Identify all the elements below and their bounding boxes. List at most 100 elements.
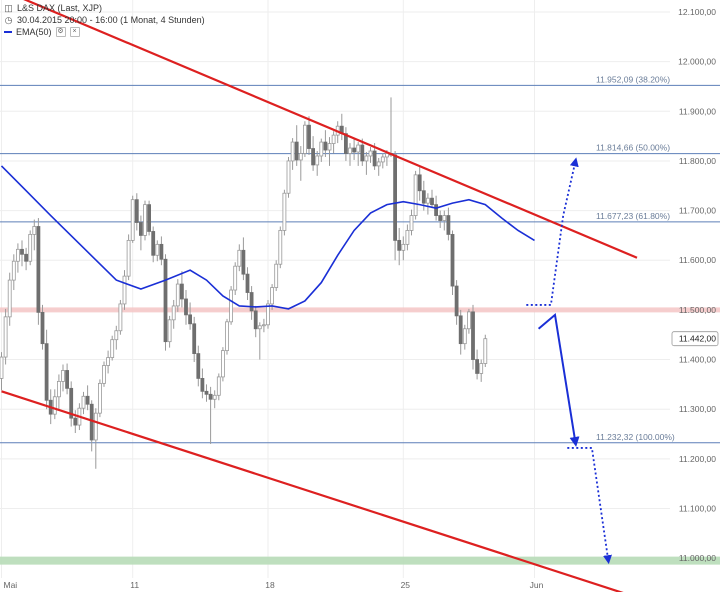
candle-up <box>106 357 110 366</box>
candle-up <box>413 174 418 216</box>
legend-title-row: ◫ L&S DAX (Last, XJP) <box>4 2 205 14</box>
candle-up <box>479 363 484 374</box>
candle-up <box>425 197 430 204</box>
candle-up <box>175 283 180 307</box>
candle-up <box>302 124 307 154</box>
y-tick-label: 11.500,00 <box>679 305 716 315</box>
ema-remove-icon[interactable]: × <box>69 27 80 37</box>
candle-up <box>405 230 410 245</box>
candle-up <box>122 275 127 305</box>
x-tick-label: 11 <box>130 580 139 590</box>
candle-down <box>44 343 49 401</box>
candle-up <box>220 350 225 378</box>
candle-up <box>28 234 33 262</box>
candle-down <box>24 253 29 262</box>
candle-down <box>196 353 201 379</box>
candle-down <box>208 393 213 400</box>
ema-50-line <box>0 165 535 310</box>
x-tick-label: Mai <box>4 580 18 590</box>
candle-up <box>61 370 65 382</box>
ema-settings-icon[interactable]: ⚙ <box>55 27 66 37</box>
candle-up <box>327 143 332 151</box>
candle-down <box>450 234 455 287</box>
candle-down <box>134 199 139 223</box>
candle-down <box>20 248 24 255</box>
candle-down <box>40 311 45 345</box>
y-tick-label: 11.300,00 <box>679 404 716 414</box>
candle-up <box>483 338 488 364</box>
candle-down <box>69 387 74 419</box>
candle-down <box>446 215 451 235</box>
candle-up <box>270 287 275 305</box>
candle-up <box>52 396 57 415</box>
last-price-box <box>671 331 719 347</box>
fib-level-label: 11.952,09 (38.20%) <box>596 74 670 84</box>
y-tick-label: 11.700,00 <box>679 206 716 216</box>
candle-up <box>331 134 336 144</box>
candle-up <box>298 153 303 161</box>
candle-up <box>348 147 352 154</box>
candle-up <box>81 395 86 409</box>
candle-up <box>282 192 287 231</box>
candle-up <box>384 153 389 158</box>
candle-down <box>253 310 258 330</box>
candle-down <box>200 378 205 392</box>
x-tick-label: 25 <box>401 580 411 590</box>
candle-down <box>343 133 348 154</box>
period-text: 30.04.2015 20:00 - 16:00 (1 Monat, 4 Stu… <box>17 15 205 25</box>
x-axis: Mai 11 18 25 Jun <box>4 580 544 590</box>
y-tick-label: 11.100,00 <box>679 503 716 513</box>
legend-period-row: ◷ 30.04.2015 20:00 - 16:00 (1 Monat, 4 S… <box>4 14 205 26</box>
candle-up <box>15 248 20 262</box>
candle-up <box>130 199 135 241</box>
candle-up <box>216 376 221 396</box>
last-price-marker: 11.442,00 <box>671 331 719 347</box>
candle-down <box>360 144 365 162</box>
candle-down <box>89 403 94 441</box>
candle-up <box>225 321 229 352</box>
candle-up <box>229 289 234 323</box>
y-tick-label: 11.900,00 <box>679 106 716 116</box>
candle-down <box>458 315 463 345</box>
legend-ema-row: EMA(50) ⚙ × <box>4 26 205 38</box>
forecast-arrow-dotted <box>567 447 612 565</box>
ema-label: EMA(50) <box>16 27 52 37</box>
candle-up <box>290 141 295 162</box>
y-axis: 11.000,00 11.100,00 11.200,00 11.300,00 11.4… <box>678 7 716 563</box>
fib-level-label: 11.814,66 (50.00%) <box>596 143 670 153</box>
candle-down <box>438 215 443 221</box>
clock-icon: ◷ <box>4 15 13 25</box>
candle-up <box>11 260 16 281</box>
candle-down <box>393 154 398 241</box>
candle-up <box>7 279 12 318</box>
candle-down <box>184 298 188 316</box>
chart-icon: ◫ <box>4 3 13 13</box>
x-tick-label: 18 <box>265 580 275 590</box>
trend-channel <box>1 0 640 597</box>
candle-up <box>257 325 262 330</box>
candle-up <box>286 160 291 194</box>
candle-up <box>57 380 61 398</box>
y-tick-label: 11.200,00 <box>679 454 716 464</box>
instrument-title: L&S DAX (Last, XJP) <box>17 3 103 13</box>
candle-down <box>475 359 480 374</box>
candle-down <box>249 292 254 312</box>
candle-up <box>368 150 373 157</box>
candle-down <box>192 323 197 354</box>
candle-up <box>102 365 106 384</box>
candle-up <box>319 141 324 157</box>
candle-down <box>65 370 69 389</box>
candle-up <box>155 243 160 256</box>
candle-down <box>159 243 164 260</box>
candle-down <box>241 249 246 275</box>
candle-up <box>266 303 270 326</box>
candle-up <box>237 249 242 267</box>
fib-level-label: 11.232,32 (100.00%) <box>596 432 675 442</box>
candle-up <box>274 263 279 288</box>
candle-up <box>114 330 119 341</box>
ema-swatch <box>4 31 12 33</box>
candle-up <box>401 243 406 251</box>
fib-level-label: 11.677,23 (61.80%) <box>596 211 670 221</box>
